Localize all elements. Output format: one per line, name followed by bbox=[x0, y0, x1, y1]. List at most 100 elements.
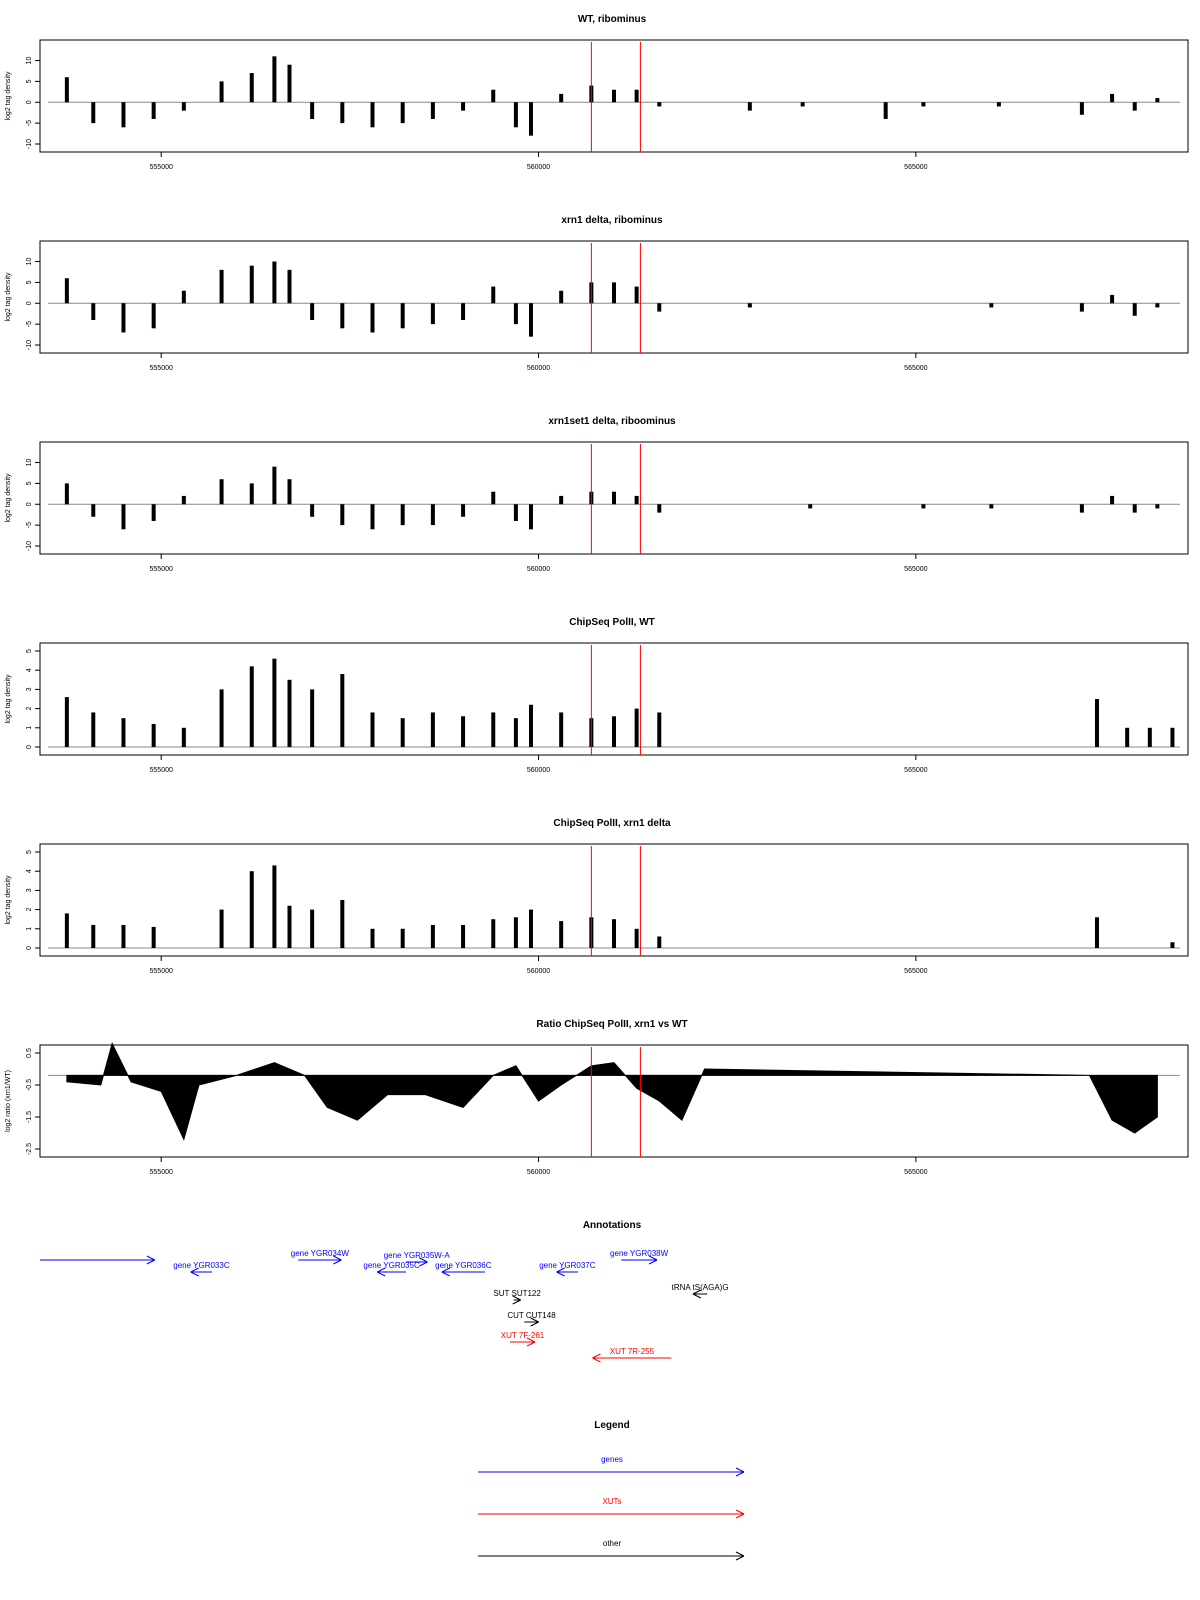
data-bar bbox=[657, 936, 662, 948]
data-bar bbox=[612, 716, 616, 747]
ratio-area bbox=[66, 1041, 1158, 1141]
data-bar bbox=[272, 658, 277, 747]
x-tick-label: 560000 bbox=[527, 968, 550, 975]
data-bar bbox=[287, 479, 292, 505]
x-tick-label: 560000 bbox=[527, 566, 550, 573]
x-tick-label: 565000 bbox=[904, 968, 927, 975]
data-bar bbox=[370, 102, 375, 128]
data-bar bbox=[1132, 504, 1137, 513]
data-bar bbox=[528, 504, 533, 530]
data-bar bbox=[64, 483, 69, 505]
data-bar bbox=[1110, 294, 1115, 304]
data-bar bbox=[491, 89, 496, 103]
x-tick-label: 555000 bbox=[150, 968, 173, 975]
data-bar bbox=[1132, 303, 1137, 316]
data-bar bbox=[64, 913, 69, 948]
data-bar bbox=[287, 269, 292, 304]
data-bar bbox=[1132, 102, 1137, 111]
data-bar bbox=[272, 466, 277, 505]
annotations-title: Annotations bbox=[583, 1220, 642, 1231]
data-bar bbox=[430, 504, 435, 526]
data-bar bbox=[310, 504, 315, 517]
y-tick-label: 1 bbox=[26, 726, 33, 730]
data-bar bbox=[1147, 727, 1152, 747]
data-bar bbox=[91, 504, 96, 517]
data-bar bbox=[657, 712, 662, 747]
data-bar bbox=[1094, 699, 1099, 747]
data-bar bbox=[996, 102, 1001, 107]
data-bar bbox=[340, 674, 345, 747]
y-tick-label: 10 bbox=[26, 459, 33, 467]
x-tick-label: 555000 bbox=[150, 1169, 173, 1176]
y-tick-label: 5 bbox=[26, 649, 33, 653]
data-bar bbox=[657, 504, 662, 513]
x-tick-label: 555000 bbox=[150, 365, 173, 372]
data-bar bbox=[528, 102, 533, 136]
data-bar bbox=[513, 303, 518, 325]
panel-frame bbox=[39, 642, 1189, 756]
data-bar bbox=[64, 697, 69, 747]
y-tick-label: 5 bbox=[26, 850, 33, 854]
data-bar bbox=[1110, 495, 1115, 505]
x-tick-label: 555000 bbox=[150, 164, 173, 171]
data-bar bbox=[634, 495, 639, 505]
panel-2: xrn1 delta, ribominus log2 tag density -10… bbox=[5, 215, 1189, 372]
legend-label-genes: genes bbox=[601, 1455, 623, 1464]
legend: Legend genes XUTs other bbox=[478, 1420, 745, 1561]
annotation-arrowhead bbox=[556, 1267, 565, 1277]
data-bar bbox=[310, 689, 315, 747]
y-axis-label: log2 tag density bbox=[5, 674, 12, 724]
data-bar bbox=[151, 723, 156, 747]
data-bar bbox=[989, 504, 994, 509]
data-bar bbox=[612, 919, 616, 948]
data-bar bbox=[461, 716, 466, 747]
data-bar bbox=[559, 495, 564, 505]
data-bar bbox=[310, 102, 315, 119]
data-bar bbox=[461, 504, 466, 517]
data-bar bbox=[528, 704, 533, 747]
data-bar bbox=[1155, 303, 1160, 308]
data-bar bbox=[181, 290, 186, 304]
data-bar bbox=[989, 303, 994, 308]
annotation-label: gene YGR034W bbox=[291, 1249, 350, 1258]
data-bar bbox=[272, 261, 277, 304]
data-bar bbox=[219, 689, 224, 747]
data-bar bbox=[310, 303, 315, 320]
data-bar bbox=[370, 928, 375, 948]
data-bar bbox=[1094, 917, 1099, 948]
y-axis-label: log2 tag density bbox=[5, 71, 12, 121]
y-tick-label: 2 bbox=[26, 707, 33, 711]
data-bar bbox=[430, 303, 435, 325]
annotation-label: SUT SUT122 bbox=[493, 1289, 541, 1298]
y-tick-label: 0 bbox=[26, 745, 33, 749]
data-bar bbox=[219, 909, 224, 948]
annotation-label: tRNA tS(AGA)G bbox=[672, 1283, 729, 1292]
data-bar bbox=[400, 718, 405, 747]
data-bar bbox=[340, 900, 345, 948]
data-bar bbox=[612, 491, 616, 505]
panel-title: ChipSeq PolII, WT bbox=[569, 617, 655, 628]
annotation-label: gene YGR038W bbox=[610, 1249, 669, 1258]
x-tick-label: 560000 bbox=[527, 164, 550, 171]
data-bar bbox=[121, 102, 126, 128]
y-tick-label: 2 bbox=[26, 908, 33, 912]
panel-frame bbox=[39, 240, 1189, 354]
y-axis-label: log2 tag density bbox=[5, 272, 12, 322]
y-tick-label: 10 bbox=[26, 258, 33, 266]
data-bar bbox=[513, 504, 518, 521]
annotation-arrowhead bbox=[377, 1267, 386, 1277]
data-bar bbox=[634, 89, 639, 103]
data-bar bbox=[340, 102, 345, 124]
data-bar bbox=[370, 303, 375, 333]
y-tick-label: 0 bbox=[26, 502, 33, 506]
y-tick-label: 5 bbox=[26, 481, 33, 485]
data-bar bbox=[921, 504, 926, 509]
data-bar bbox=[400, 928, 405, 948]
data-bar bbox=[219, 269, 224, 304]
y-tick-label: 0.5 bbox=[26, 1048, 33, 1058]
y-tick-label: 1 bbox=[26, 927, 33, 931]
x-tick-label: 555000 bbox=[150, 767, 173, 774]
